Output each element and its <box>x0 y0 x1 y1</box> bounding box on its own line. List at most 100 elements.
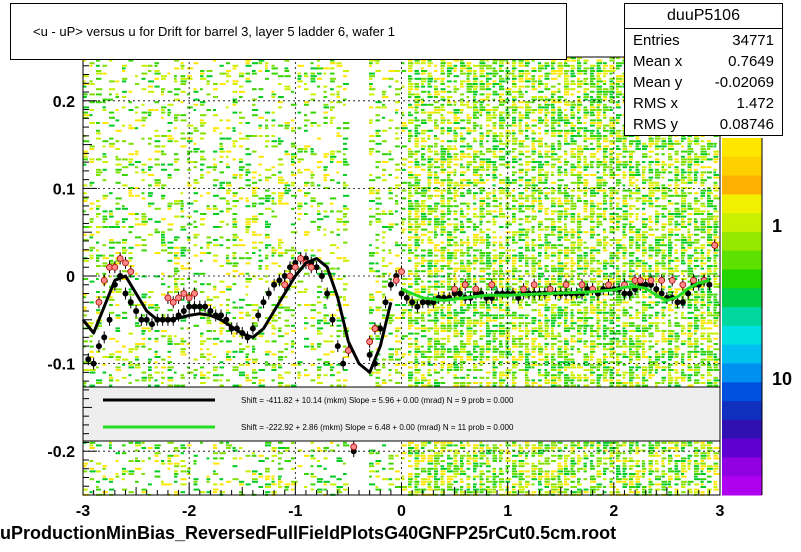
density-cell <box>284 67 289 70</box>
density-cell <box>460 62 465 65</box>
density-cell <box>447 335 451 338</box>
density-cell <box>180 447 187 449</box>
density-cell <box>395 330 400 332</box>
density-cell <box>486 236 491 239</box>
density-cell <box>427 80 433 83</box>
density-cell <box>89 460 94 462</box>
density-cell <box>122 67 126 70</box>
density-cell <box>492 324 498 327</box>
density-cell <box>388 353 394 356</box>
density-cell <box>414 202 420 205</box>
density-cell <box>278 194 284 197</box>
density-cell <box>213 83 218 85</box>
density-cell <box>89 80 93 83</box>
density-cell <box>167 340 173 343</box>
density-cell <box>531 267 537 270</box>
density-cell <box>219 181 225 184</box>
density-cell <box>447 98 450 101</box>
density-cell <box>512 272 515 275</box>
density-cell <box>531 137 536 140</box>
density-cell <box>200 88 203 91</box>
density-cell <box>213 259 218 262</box>
density-cell <box>525 254 528 257</box>
density-cell <box>427 189 431 192</box>
density-cell <box>115 155 119 158</box>
density-cell <box>206 283 212 286</box>
density-cell <box>200 223 205 226</box>
density-cell <box>265 280 269 283</box>
density-cell <box>538 77 541 80</box>
density-cell <box>245 163 252 166</box>
density-cell <box>252 337 257 340</box>
density-cell <box>531 111 536 114</box>
density-cell <box>414 166 421 169</box>
density-cell <box>492 314 498 317</box>
density-cell <box>102 475 106 478</box>
density-cell <box>304 213 308 215</box>
density-cell <box>109 374 112 377</box>
density-cell <box>408 150 414 153</box>
density-cell <box>83 470 88 473</box>
density-cell <box>531 75 536 78</box>
density-cell <box>284 59 290 62</box>
density-cell <box>499 379 506 382</box>
density-cell <box>440 348 446 351</box>
density-cell <box>219 491 226 494</box>
density-cell <box>304 72 308 75</box>
density-cell <box>148 384 152 387</box>
density-cell <box>460 241 467 244</box>
density-cell <box>336 161 343 163</box>
density-cell <box>174 116 178 119</box>
density-cell <box>317 488 323 491</box>
density-cell <box>499 363 503 366</box>
density-cell <box>453 252 458 254</box>
density-cell <box>252 369 257 371</box>
density-cell <box>180 67 185 70</box>
density-cell <box>128 288 132 291</box>
density-cell <box>434 306 440 309</box>
density-cell <box>434 88 438 91</box>
density-cell <box>414 353 419 356</box>
density-cell <box>427 174 433 176</box>
density-cell <box>447 145 452 148</box>
density-cell <box>304 304 310 306</box>
density-cell <box>161 187 164 189</box>
density-cell <box>492 194 497 197</box>
density-cell <box>440 192 444 195</box>
density-cell <box>414 480 420 483</box>
density-cell <box>531 259 536 262</box>
density-cell <box>193 90 199 93</box>
density-cell <box>453 376 460 379</box>
density-cell <box>421 202 425 205</box>
density-cell <box>479 319 483 322</box>
density-cell <box>525 207 531 210</box>
density-cell <box>460 132 463 135</box>
density-cell <box>427 267 432 270</box>
density-cell <box>427 345 433 348</box>
density-cell <box>486 210 492 213</box>
density-cell <box>83 114 90 117</box>
density-cell <box>161 460 165 462</box>
density-cell <box>206 337 212 340</box>
density-cell <box>310 75 317 78</box>
density-cell <box>518 330 524 332</box>
density-cell <box>518 116 525 119</box>
density-cell <box>96 327 99 330</box>
density-cell <box>460 319 465 322</box>
density-cell <box>531 148 536 150</box>
density-cell <box>512 382 517 384</box>
density-cell <box>414 267 418 270</box>
density-cell <box>479 314 486 317</box>
density-cell <box>486 376 490 379</box>
density-cell <box>265 233 270 236</box>
density-cell <box>154 158 160 161</box>
density-cell <box>213 306 216 309</box>
density-cell <box>161 163 165 166</box>
density-cell <box>109 478 114 481</box>
density-cell <box>343 350 346 353</box>
density-cell <box>421 335 427 338</box>
density-cell <box>473 259 479 262</box>
density-cell <box>375 337 381 340</box>
density-cell <box>531 317 537 319</box>
density-cell <box>518 88 522 91</box>
